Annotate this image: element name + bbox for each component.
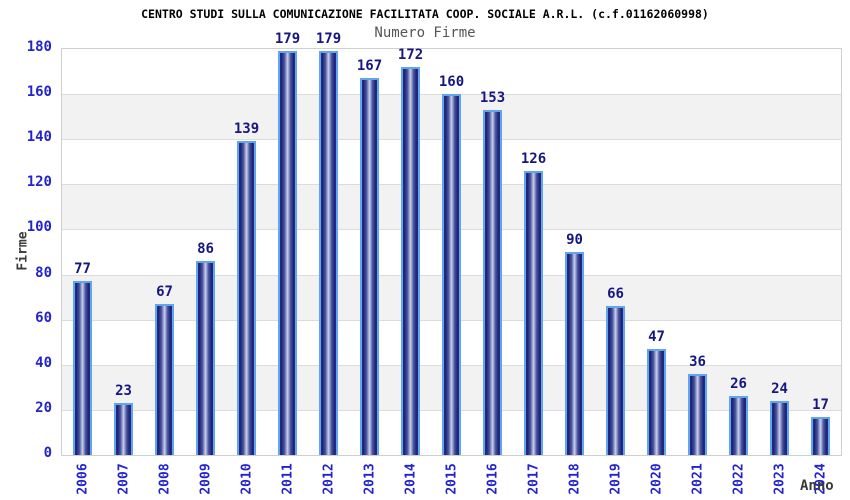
y-tick-label: 140 (26, 129, 52, 146)
bar-value-label: 90 (566, 232, 583, 248)
bar-2022 (729, 396, 748, 455)
bar-2017 (524, 170, 543, 455)
bar-value-label: 66 (607, 286, 624, 303)
bar-2007 (114, 403, 133, 455)
y-tick-label: 80 (35, 264, 52, 281)
bar-value-label: 17 (812, 396, 829, 413)
y-tick-label: 40 (35, 354, 52, 371)
x-tick-label-2011: 2011 (280, 463, 295, 495)
bar-2016 (483, 109, 502, 455)
y-tick-label: 180 (26, 39, 52, 55)
bar-value-label: 77 (74, 261, 91, 278)
bar-value-label: 167 (356, 58, 383, 75)
x-axis-title: Anno (800, 478, 834, 494)
x-tick-label-2022: 2022 (731, 463, 746, 495)
bar-2018 (565, 252, 584, 455)
x-tick-label-2007: 2007 (116, 463, 131, 495)
y-tick-label: 100 (26, 219, 52, 236)
bar-2023 (770, 400, 789, 455)
x-tick-label-2016: 2016 (485, 463, 500, 495)
bar-2009 (196, 261, 215, 455)
bar-2021 (688, 373, 707, 455)
bar-2020 (647, 349, 666, 455)
bar-2015 (442, 94, 461, 455)
bar-2014 (401, 67, 420, 455)
bar-value-label: 24 (771, 380, 788, 397)
x-tick-label-2009: 2009 (198, 463, 213, 495)
bar-value-label: 23 (115, 383, 132, 400)
y-tick-label: 20 (35, 399, 52, 416)
bar-value-label: 139 (233, 121, 260, 138)
bar-value-label: 86 (197, 241, 214, 258)
bar-2019 (606, 306, 625, 455)
x-tick-label-2006: 2006 (75, 463, 90, 495)
bar-2006 (73, 281, 92, 455)
bar-value-label: 126 (520, 150, 547, 167)
bar-value-label: 160 (438, 74, 465, 91)
chart-subtitle: Numero Firme (374, 25, 476, 41)
x-tick-label-2023: 2023 (772, 463, 787, 495)
bar-value-label: 172 (397, 47, 424, 64)
chart-title: CENTRO STUDI SULLA COMUNICAZIONE FACILIT… (141, 7, 709, 21)
bar-value-label: 153 (479, 89, 506, 106)
plot-area (61, 48, 842, 456)
bar-value-label: 179 (274, 31, 301, 48)
y-axis-title: Firme (15, 231, 31, 271)
y-tick-label: 160 (26, 84, 52, 101)
bar-2008 (155, 303, 174, 455)
x-tick-label-2013: 2013 (362, 463, 377, 495)
bar-value-label: 67 (156, 283, 173, 300)
x-tick-label-2017: 2017 (526, 463, 541, 495)
bar-2011 (278, 51, 297, 455)
bar-2012 (319, 51, 338, 455)
x-tick-label-2018: 2018 (567, 463, 582, 495)
x-tick-label-2010: 2010 (239, 463, 254, 495)
bar-value-label: 36 (689, 353, 706, 370)
x-tick-label-2020: 2020 (649, 463, 664, 495)
bar-value-label: 26 (730, 376, 747, 393)
x-tick-label-2021: 2021 (690, 463, 705, 495)
x-tick-label-2014: 2014 (403, 463, 418, 495)
x-tick-label-2015: 2015 (444, 463, 459, 495)
y-tick-label: 0 (43, 445, 52, 461)
bar-2024 (811, 416, 830, 455)
bar-value-label: 179 (315, 31, 342, 48)
bar-2013 (360, 78, 379, 455)
x-tick-label-2019: 2019 (608, 463, 623, 495)
bar-2010 (237, 141, 256, 455)
x-tick-label-2012: 2012 (321, 463, 336, 495)
y-tick-label: 60 (35, 309, 52, 326)
bar-value-label: 47 (648, 328, 665, 345)
x-tick-label-2008: 2008 (157, 463, 172, 495)
y-tick-label: 120 (26, 174, 52, 191)
